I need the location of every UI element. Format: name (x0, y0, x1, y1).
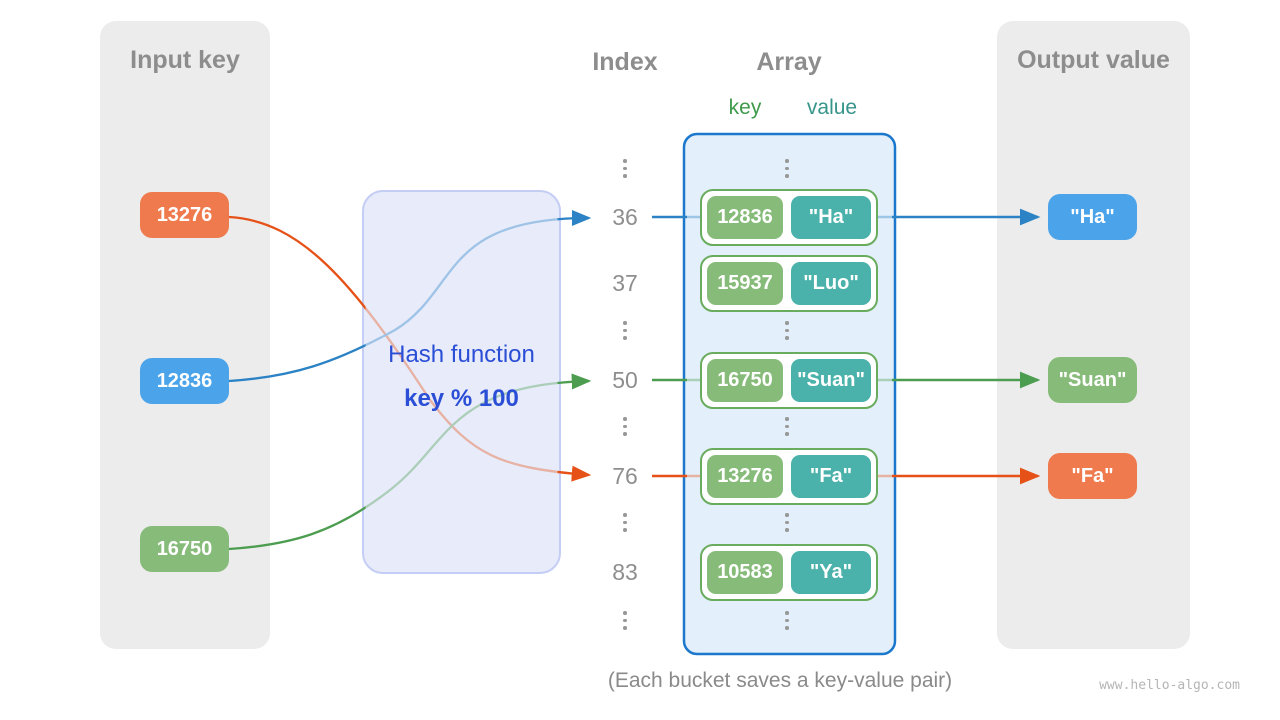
bucket-key-cell: 16750 (707, 359, 783, 402)
hash-function-text: Hash function key % 100 (363, 341, 560, 413)
bucket-value-cell: "Luo" (791, 262, 871, 305)
watermark: www.hello-algo.com (1099, 678, 1240, 693)
index-header: Index (592, 48, 658, 76)
hash-function-label: Hash function (388, 341, 535, 368)
input-key-box: 16750 (140, 526, 229, 572)
ellipsis-icon (784, 513, 790, 532)
array-header: Array (756, 48, 822, 76)
hash-box-overlay (365, 193, 558, 571)
index-label: 50 (612, 367, 638, 393)
input-key-box: 12836 (140, 358, 229, 404)
ellipsis-icon (622, 159, 628, 178)
output-value-panel (997, 21, 1190, 649)
output-panel-title: Output value (1017, 46, 1170, 74)
bucket-key-cell: 15937 (707, 262, 783, 305)
bucket-value-cell: "Ya" (791, 551, 871, 594)
bucket-key-cell: 13276 (707, 455, 783, 498)
bucket-row: 10583 "Ya" (700, 544, 878, 601)
bucket-value-cell: "Suan" (791, 359, 871, 402)
output-value-box: "Fa" (1048, 453, 1137, 499)
caption: (Each bucket saves a key-value pair) (607, 669, 953, 692)
ellipsis-icon (784, 159, 790, 178)
bucket-row: 13276 "Fa" (700, 448, 878, 505)
value-column-label: value (806, 96, 858, 119)
output-value-box: "Ha" (1048, 194, 1137, 240)
bucket-value-cell: "Ha" (791, 196, 871, 239)
input-key-box: 13276 (140, 192, 229, 238)
output-value-box: "Suan" (1048, 357, 1137, 403)
index-label: 83 (612, 559, 638, 585)
bucket-key-cell: 12836 (707, 196, 783, 239)
ellipsis-icon (622, 611, 628, 630)
bucket-value-cell: "Fa" (791, 455, 871, 498)
bucket-row: 12836 "Ha" (700, 189, 878, 246)
ellipsis-icon (784, 611, 790, 630)
bucket-row: 16750 "Suan" (700, 352, 878, 409)
index-label: 37 (612, 270, 638, 296)
ellipsis-icon (622, 321, 628, 340)
ellipsis-icon (622, 513, 628, 532)
bucket-row: 15937 "Luo" (700, 255, 878, 312)
index-label: 36 (612, 204, 638, 230)
ellipsis-icon (784, 417, 790, 436)
bucket-key-cell: 10583 (707, 551, 783, 594)
key-column-label: key (728, 96, 762, 119)
index-label: 76 (612, 463, 638, 489)
ellipsis-icon (784, 321, 790, 340)
ellipsis-icon (622, 417, 628, 436)
input-panel-title: Input key (130, 46, 240, 74)
hash-formula: key % 100 (404, 385, 519, 412)
